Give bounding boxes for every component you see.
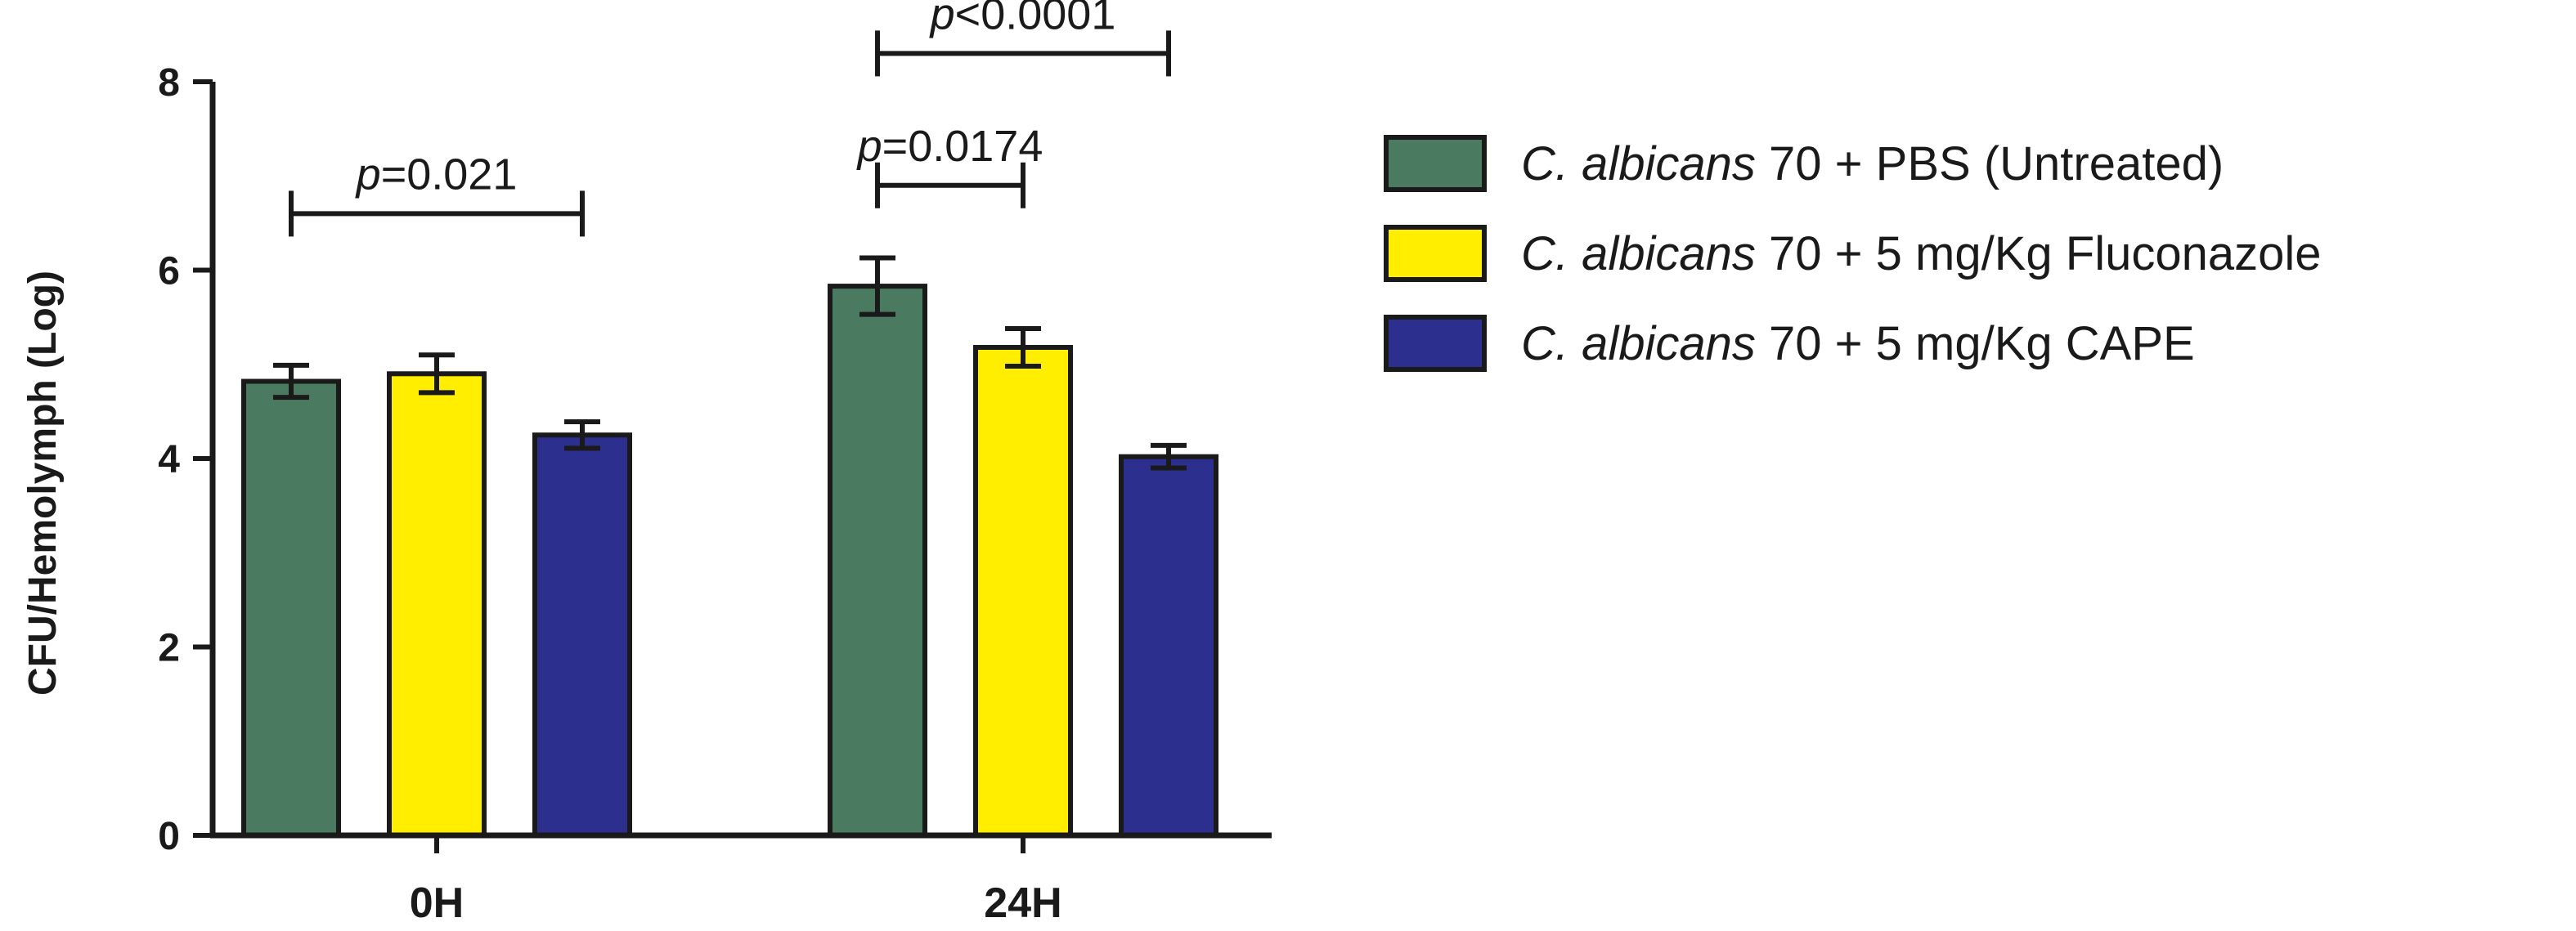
y-tick-label: 2	[158, 627, 180, 670]
error-bars-layer	[273, 255, 1187, 471]
legend-entry-2: C. albicans 70 + 5 mg/Kg Fluconazole	[1384, 225, 2322, 282]
p-value-label: p<0.0001	[929, 0, 1116, 38]
legend-label: C. albicans 70 + 5 mg/Kg Fluconazole	[1521, 227, 2322, 280]
y-tick-label: 4	[158, 438, 180, 481]
error-bar-24h-series-2	[1005, 325, 1041, 369]
bar-24h-series-1	[828, 284, 927, 838]
legend-swatch	[1384, 135, 1487, 192]
bar-0h-series-1	[241, 378, 341, 838]
p-value-label: p=0.021	[355, 150, 518, 199]
legend-entry-1: C. albicans 70 + PBS (Untreated)	[1384, 135, 2224, 192]
legend-label: C. albicans 70 + PBS (Untreated)	[1521, 137, 2224, 190]
bars-layer	[241, 284, 1218, 838]
significance-bracket-2: p=0.0174	[856, 122, 1043, 208]
p-value-label: p=0.0174	[856, 122, 1043, 171]
bar-0h-series-3	[532, 432, 632, 838]
error-bar-24h-series-3	[1151, 442, 1187, 471]
y-tick-label: 8	[158, 61, 180, 105]
y-axis-label: CFU/Hemolymph (Log)	[21, 271, 65, 696]
legend-swatch	[1384, 225, 1487, 282]
legend-swatch	[1384, 315, 1487, 372]
legend: C. albicans 70 + PBS (Untreated) C. albic…	[1384, 135, 2322, 372]
bar-0h-series-2	[387, 371, 487, 838]
error-bar-0h-series-2	[419, 352, 455, 396]
y-tick-label: 0	[158, 815, 180, 858]
significance-annotations: p=0.021 p=0.0174 p<0.0001	[289, 0, 1171, 237]
x-tick-label-24h: 24H	[984, 880, 1061, 927]
bar-24h-series-2	[973, 345, 1073, 838]
legend-label: C. albicans 70 + 5 mg/Kg CAPE	[1521, 317, 2195, 370]
error-bar-0h-series-1	[273, 362, 309, 401]
error-bar-24h-series-1	[859, 255, 895, 317]
significance-bracket-1: p=0.021	[289, 150, 585, 237]
x-tick-label-0h: 0H	[410, 880, 464, 927]
error-bar-0h-series-3	[564, 419, 600, 451]
significance-bracket-3: p<0.0001	[875, 0, 1171, 77]
legend-entry-3: C. albicans 70 + 5 mg/Kg CAPE	[1384, 315, 2195, 372]
bar-24h-series-3	[1119, 454, 1218, 838]
y-tick-label: 6	[158, 250, 180, 293]
axes-layer: 0 2 4 6 8 0H 24H CFU/Hemolymph (Log)	[21, 61, 1272, 927]
